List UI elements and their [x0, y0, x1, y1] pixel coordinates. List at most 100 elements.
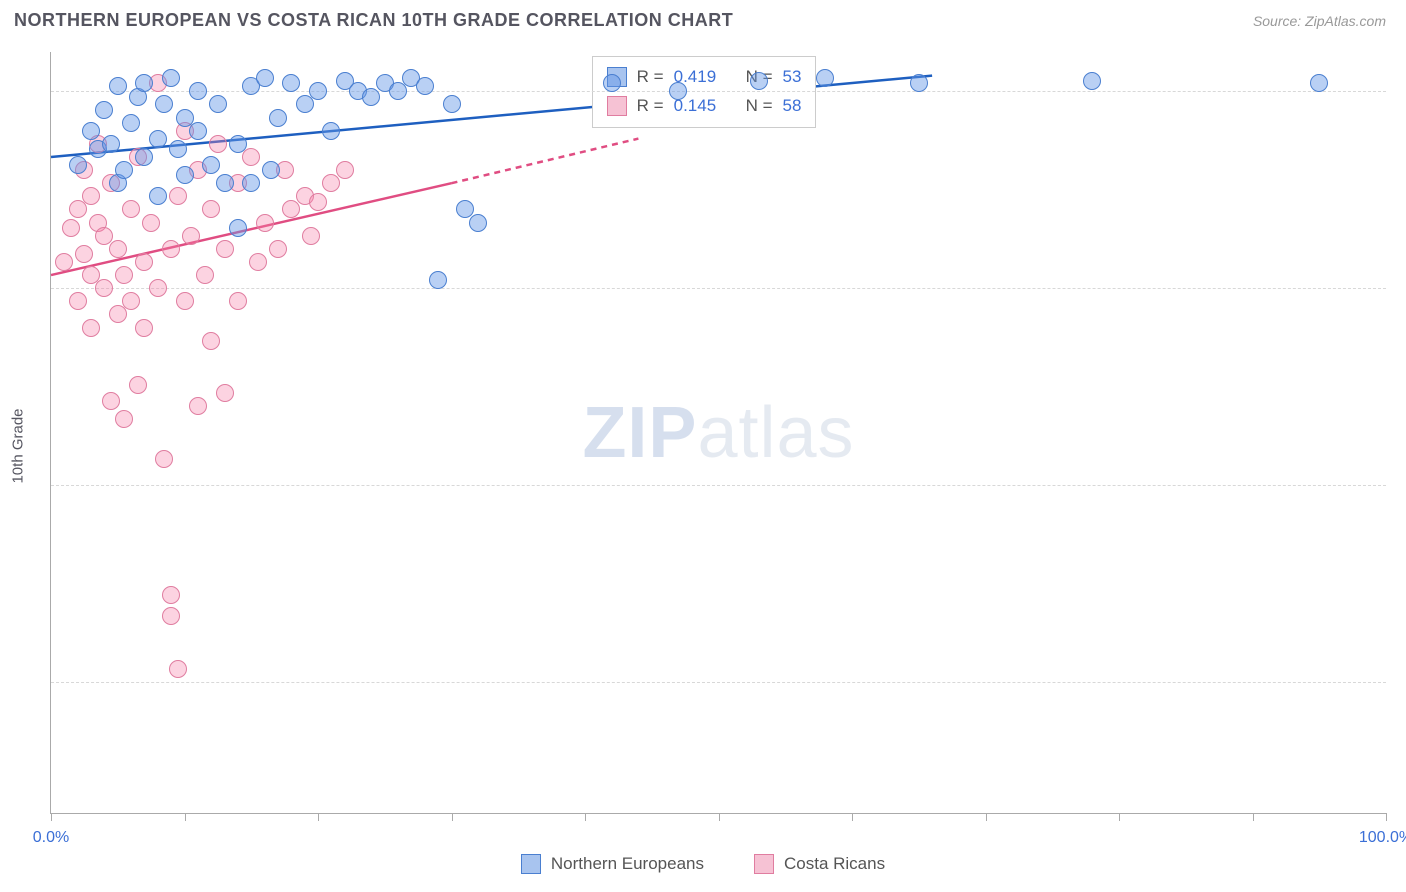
x-tick [1253, 813, 1254, 821]
data-point-series2 [102, 392, 120, 410]
x-tick [51, 813, 52, 821]
x-tick [318, 813, 319, 821]
data-point-series1 [216, 174, 234, 192]
data-point-series2 [82, 319, 100, 337]
data-point-series1 [135, 148, 153, 166]
y-axis-label: 10th Grade [10, 408, 27, 483]
data-point-series2 [256, 214, 274, 232]
watermark: ZIPatlas [582, 392, 854, 474]
data-point-series1 [816, 69, 834, 87]
y-tick-label: 77.5% [1396, 695, 1406, 713]
data-point-series2 [162, 607, 180, 625]
x-tick [585, 813, 586, 821]
data-point-series1 [229, 135, 247, 153]
data-point-series2 [176, 292, 194, 310]
data-point-series1 [262, 161, 280, 179]
data-point-series2 [69, 292, 87, 310]
data-point-series2 [62, 219, 80, 237]
data-point-series1 [256, 69, 274, 87]
chart-title: NORTHERN EUROPEAN VS COSTA RICAN 10TH GR… [14, 10, 733, 31]
source-attribution: Source: ZipAtlas.com [1253, 13, 1386, 29]
data-point-series1 [102, 135, 120, 153]
stats-row-series1: R = 0.419 N = 53 [607, 63, 802, 92]
data-point-series2 [196, 266, 214, 284]
x-tick [852, 813, 853, 821]
data-point-series2 [162, 586, 180, 604]
data-point-series2 [202, 200, 220, 218]
data-point-series2 [135, 253, 153, 271]
data-point-series1 [362, 88, 380, 106]
data-point-series2 [322, 174, 340, 192]
data-point-series1 [309, 82, 327, 100]
data-point-series2 [229, 292, 247, 310]
data-point-series2 [189, 397, 207, 415]
gridline [51, 288, 1386, 289]
data-point-series1 [282, 74, 300, 92]
data-point-series1 [189, 82, 207, 100]
stats-row-series2: R = 0.145 N = 58 [607, 92, 802, 121]
trend-lines [51, 52, 1386, 813]
data-point-series1 [242, 174, 260, 192]
x-tick [185, 813, 186, 821]
data-point-series2 [69, 200, 87, 218]
series2-swatch-icon [607, 96, 627, 116]
data-point-series1 [69, 156, 87, 174]
data-point-series1 [416, 77, 434, 95]
data-point-series2 [182, 227, 200, 245]
data-point-series2 [242, 148, 260, 166]
data-point-series2 [149, 279, 167, 297]
data-point-series2 [209, 135, 227, 153]
data-point-series2 [109, 240, 127, 258]
series1-swatch-icon [521, 854, 541, 874]
x-tick-label: 0.0% [33, 829, 69, 847]
data-point-series1 [109, 77, 127, 95]
data-point-series1 [322, 122, 340, 140]
x-tick [1119, 813, 1120, 821]
gridline [51, 485, 1386, 486]
legend: Northern Europeans Costa Ricans [0, 854, 1406, 874]
data-point-series1 [269, 109, 287, 127]
data-point-series2 [155, 450, 173, 468]
data-point-series2 [216, 240, 234, 258]
data-point-series1 [209, 95, 227, 113]
x-tick [1386, 813, 1387, 821]
data-point-series2 [216, 384, 234, 402]
data-point-series2 [129, 376, 147, 394]
data-point-series1 [296, 95, 314, 113]
data-point-series2 [282, 200, 300, 218]
data-point-series2 [115, 266, 133, 284]
data-point-series1 [910, 74, 928, 92]
data-point-series1 [149, 187, 167, 205]
data-point-series1 [469, 214, 487, 232]
data-point-series2 [142, 214, 160, 232]
data-point-series1 [1083, 72, 1101, 90]
data-point-series2 [82, 187, 100, 205]
data-point-series1 [603, 74, 621, 92]
data-point-series1 [122, 114, 140, 132]
gridline [51, 682, 1386, 683]
data-point-series2 [309, 193, 327, 211]
data-point-series1 [176, 166, 194, 184]
data-point-series1 [443, 95, 461, 113]
data-point-series1 [155, 95, 173, 113]
y-tick-label: 92.5% [1396, 301, 1406, 319]
data-point-series2 [135, 319, 153, 337]
data-point-series1 [149, 130, 167, 148]
data-point-series1 [429, 271, 447, 289]
data-point-series2 [75, 245, 93, 263]
data-point-series2 [169, 187, 187, 205]
data-point-series2 [95, 279, 113, 297]
data-point-series1 [189, 122, 207, 140]
data-point-series2 [169, 660, 187, 678]
data-point-series2 [115, 410, 133, 428]
x-tick [986, 813, 987, 821]
data-point-series2 [269, 240, 287, 258]
data-point-series1 [95, 101, 113, 119]
series2-swatch-icon [754, 854, 774, 874]
data-point-series2 [109, 305, 127, 323]
data-point-series1 [169, 140, 187, 158]
data-point-series1 [669, 82, 687, 100]
data-point-series1 [162, 69, 180, 87]
data-point-series2 [302, 227, 320, 245]
data-point-series2 [55, 253, 73, 271]
